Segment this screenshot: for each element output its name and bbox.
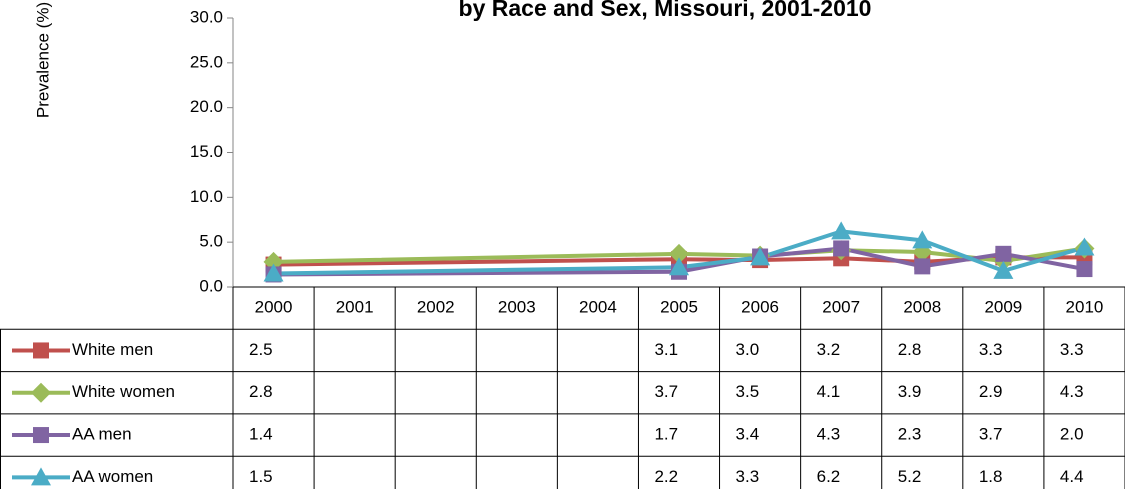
line-segment	[271, 265, 681, 276]
table-value: 3.7	[654, 382, 678, 401]
point	[912, 230, 933, 249]
line-segment	[677, 251, 763, 258]
line-segment	[839, 246, 925, 269]
table-value: 2.3	[898, 425, 922, 444]
point	[831, 221, 852, 240]
table-value: 1.7	[654, 425, 678, 444]
y-tick-label: 15.0	[190, 142, 223, 161]
line-segment	[920, 251, 1006, 269]
table-value: 4.1	[817, 382, 841, 401]
point	[750, 247, 771, 266]
x-tick-label: 2006	[741, 298, 779, 317]
table-value: 1.8	[979, 467, 1003, 486]
line-segment	[1001, 251, 1087, 272]
table-value: 3.3	[979, 340, 1003, 359]
table-value: 2.0	[1060, 425, 1084, 444]
legend-marker	[33, 427, 49, 444]
x-tick-label: 2010	[1066, 298, 1104, 317]
table-value: 4.3	[817, 425, 841, 444]
line-segment	[271, 251, 681, 264]
table-value: 6.2	[817, 467, 841, 486]
table-value: 2.5	[249, 340, 273, 359]
table-value: 1.4	[249, 425, 273, 444]
x-tick-label: 2002	[417, 298, 455, 317]
legend-marker	[31, 382, 51, 403]
table-value: 3.2	[817, 340, 841, 359]
table-value: 5.2	[898, 467, 922, 486]
point	[263, 263, 284, 282]
x-tick-label: 2001	[336, 298, 374, 317]
x-tick-label: 2007	[822, 298, 860, 317]
line-segment	[677, 255, 763, 270]
point	[833, 240, 850, 257]
line-segment	[271, 257, 681, 267]
x-tick-label: 2003	[498, 298, 536, 317]
y-tick-label: 30.0	[190, 7, 223, 26]
chart-title: by Race and Sex, Missouri, 2001-2010	[459, 0, 872, 21]
table-value: 3.4	[736, 425, 760, 444]
point	[669, 257, 689, 276]
x-tick-label: 2005	[660, 298, 698, 317]
legend-label: AA men	[72, 425, 132, 444]
x-tick-label: 2004	[579, 298, 617, 317]
y-tick-label: 0.0	[199, 276, 223, 295]
point	[1074, 237, 1095, 256]
point	[914, 258, 931, 275]
table-value: 2.8	[898, 340, 922, 359]
x-tick-label: 2008	[903, 298, 941, 317]
legend-label: AA women	[72, 467, 153, 486]
table-value: 3.7	[979, 425, 1003, 444]
table-value: 3.9	[898, 382, 922, 401]
table-value: 3.3	[1060, 340, 1084, 359]
x-tick-label: 2000	[255, 298, 293, 317]
table-value: 2.8	[249, 382, 273, 401]
y-tick-label: 5.0	[199, 232, 223, 251]
line-segment	[758, 229, 844, 260]
table-value: 2.2	[654, 467, 678, 486]
table-value: 2.9	[979, 382, 1003, 401]
table-value: 4.4	[1060, 467, 1084, 486]
table-value: 1.5	[249, 467, 273, 486]
point	[993, 260, 1014, 279]
legend-marker	[33, 342, 49, 359]
table-value: 3.5	[736, 382, 760, 401]
point	[1076, 261, 1093, 278]
y-axis-label: Prevalence (%)	[33, 2, 52, 118]
table-value: 4.3	[1060, 382, 1084, 401]
y-tick-label: 25.0	[190, 52, 223, 71]
y-tick-label: 20.0	[190, 97, 223, 116]
legend-label: White women	[72, 382, 175, 401]
line-segment	[920, 238, 1006, 273]
y-tick-label: 10.0	[190, 187, 223, 206]
table-value: 3.0	[736, 340, 760, 359]
point	[669, 243, 689, 264]
line-segment	[839, 229, 925, 243]
x-tick-label: 2009	[984, 298, 1022, 317]
legend-label: White men	[72, 340, 153, 359]
table-value: 3.3	[736, 467, 760, 486]
legend-marker	[31, 467, 51, 486]
point	[995, 245, 1012, 262]
table-value: 3.1	[654, 340, 678, 359]
line-segment	[839, 256, 925, 264]
line-segment	[1001, 245, 1087, 273]
line-segment	[758, 256, 844, 263]
